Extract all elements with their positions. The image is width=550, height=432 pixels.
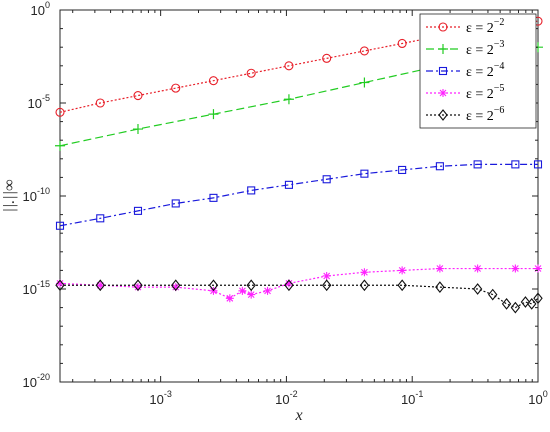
series-1-point: [133, 91, 143, 101]
series-5-point: [397, 279, 407, 292]
legend-swatch-marker: [439, 89, 447, 97]
series-3-point: [360, 169, 369, 178]
series-2-point: [132, 124, 143, 135]
series-3-point: [133, 206, 143, 215]
series-2-point: [208, 109, 219, 120]
series-4-point: [435, 264, 444, 273]
series-5-point: [321, 279, 332, 292]
series-4-point: [534, 264, 542, 273]
series-5-point: [208, 279, 219, 292]
series-3-point: [247, 186, 256, 195]
series-3-point: [511, 160, 520, 169]
series-4-point: [247, 290, 256, 299]
series-3-point: [284, 180, 293, 189]
series-3-point: [473, 160, 482, 169]
series-5-point: [171, 279, 181, 292]
series-5-point: [472, 283, 483, 295]
y-axis-ticks: 10-20 10-15 10-10 10-5 100: [23, 0, 538, 390]
legend-swatch-marker: [438, 22, 448, 32]
series-1-point: [55, 107, 65, 117]
x-tick-label: 10-2: [275, 389, 297, 407]
series-5-point: [246, 279, 256, 292]
legend-entry-5: ε = 2−6: [466, 105, 504, 124]
series-4-point: [360, 268, 369, 277]
series-5-point: [527, 297, 537, 310]
series-4-point: [398, 266, 407, 275]
y-tick-label: 10-5: [28, 93, 50, 111]
series-2-point: [55, 140, 65, 151]
y-tick-label: 10-20: [23, 372, 50, 390]
series-4-point: [473, 264, 482, 273]
series-1-point: [359, 46, 369, 56]
legend-swatch-marker: [438, 109, 448, 121]
series-2-point: [283, 94, 294, 105]
series-1-point: [171, 83, 181, 93]
series-line-5: [60, 284, 539, 309]
legend-entry-2: ε = 2−3: [466, 39, 504, 58]
series-2-point: [359, 77, 370, 88]
series-1-point: [95, 98, 105, 108]
legend-entry-3: ε = 2−4: [466, 61, 504, 80]
y-tick-label: 10-10: [23, 186, 50, 204]
legend-swatch-marker: [438, 66, 448, 76]
series-3-point: [171, 199, 180, 208]
series-4-point: [171, 283, 180, 292]
series-4-point: [322, 271, 331, 280]
series-5-point: [55, 279, 65, 292]
series-line-1: [59, 20, 539, 113]
series-5-point: [520, 296, 531, 308]
series-3-point: [96, 214, 105, 223]
series-4-point: [96, 281, 105, 290]
series-3-point: [209, 193, 218, 202]
series-5-point: [359, 279, 370, 292]
x-axis-ticks: 10-3 10-2 10-1 100: [72, 10, 548, 407]
series-5-point: [435, 281, 445, 294]
series-4-point: [238, 286, 247, 295]
x-tick-label: 10-1: [401, 389, 423, 407]
series-4-point: [225, 294, 234, 303]
series-4-point: [284, 279, 293, 288]
series-5-point: [133, 279, 143, 292]
series-4-point: [263, 286, 272, 295]
series-3-point: [533, 160, 543, 169]
y-axis-label: ||.||∞: [1, 180, 18, 213]
series-1-point: [322, 53, 332, 63]
series-5-point: [284, 279, 294, 292]
series-5-point: [488, 288, 498, 301]
series-4-point: [511, 264, 520, 273]
series-1-point: [284, 61, 294, 71]
y-tick-label: 10-15: [23, 279, 50, 297]
x-tick-label: 100: [528, 389, 547, 407]
legend-entry-1: ε = 2−2: [466, 17, 504, 36]
legend-entry-4: ε = 2−5: [466, 83, 504, 102]
series-5-point: [95, 279, 105, 292]
x-tick-label: 10-3: [149, 389, 171, 407]
series-3-point: [398, 165, 407, 175]
series-1-point: [246, 68, 256, 78]
series-5-point: [510, 301, 521, 314]
series-line-3: [59, 163, 538, 227]
series-4-point: [133, 283, 142, 292]
y-tick-label: 100: [31, 0, 50, 18]
series-4-point: [56, 279, 64, 288]
series-3-point: [435, 162, 444, 171]
series-1-point: [208, 76, 219, 86]
legend: ε = 2−2 ε = 2−3 ε = 2−4 ε = 2−5 ε = 2−6: [419, 13, 537, 129]
series-1-point: [397, 38, 407, 49]
series-3-point: [55, 221, 65, 230]
series-3-point: [322, 175, 331, 184]
legend-swatch-marker: [438, 44, 448, 54]
x-axis-label: x: [294, 407, 302, 424]
series-5-point: [533, 292, 543, 305]
series-5-point: [501, 297, 512, 310]
